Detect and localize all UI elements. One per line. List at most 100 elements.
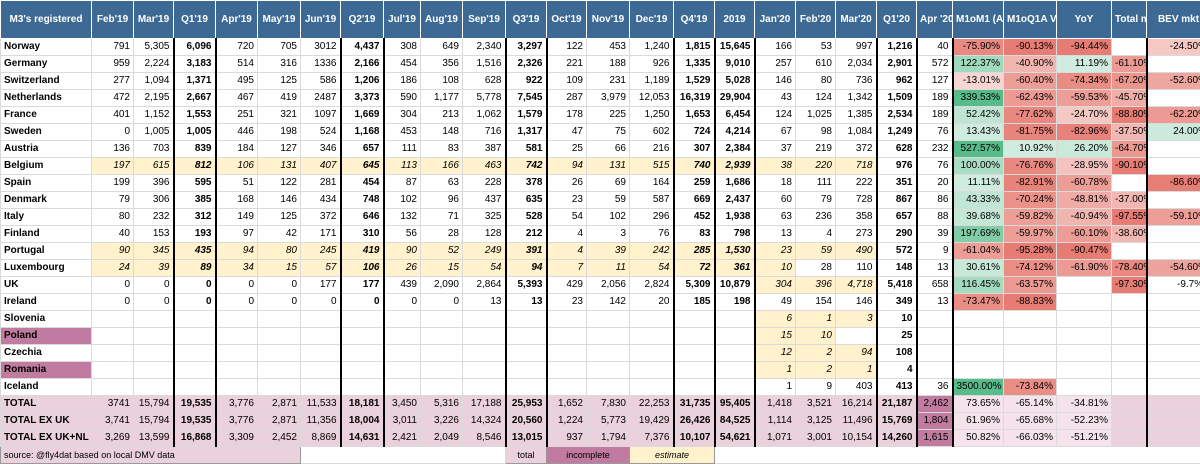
table-cell[interactable]: -95.28%	[1004, 243, 1057, 260]
table-cell[interactable]: 2	[796, 345, 836, 362]
column-header[interactable]: Q4'19	[674, 1, 715, 39]
table-cell[interactable]: 178	[547, 107, 587, 124]
table-cell[interactable]: 257	[755, 56, 796, 73]
table-cell[interactable]: 312	[174, 209, 216, 226]
table-cell[interactable]	[421, 328, 463, 345]
table-cell[interactable]: 11.11%	[953, 175, 1004, 192]
table-cell[interactable]: 401	[92, 107, 134, 124]
table-cell[interactable]: -59.10%	[1147, 209, 1200, 226]
table-cell[interactable]: -62.43%	[1004, 90, 1057, 107]
table-cell[interactable]: 437	[463, 192, 506, 209]
table-cell[interactable]: 2,871	[258, 413, 301, 430]
table-cell[interactable]: 189	[917, 90, 953, 107]
table-cell[interactable]: 15,645	[715, 39, 755, 56]
table-cell[interactable]: 193	[174, 226, 216, 243]
table-cell[interactable]: 154	[796, 294, 836, 311]
table-cell[interactable]: -9.7%*	[1147, 277, 1200, 294]
column-header[interactable]: Feb'20	[796, 1, 836, 39]
table-cell[interactable]: 59	[796, 243, 836, 260]
table-cell[interactable]: 0	[301, 294, 341, 311]
table-cell[interactable]: 2,667	[174, 90, 216, 107]
table-cell[interactable]: 528	[506, 209, 547, 226]
table-cell[interactable]: 13,015	[506, 430, 547, 447]
table-cell[interactable]: 413	[877, 379, 917, 396]
table-cell[interactable]: 231	[587, 73, 630, 90]
table-cell[interactable]: 1336	[301, 56, 341, 73]
table-cell[interactable]: 14,260	[877, 430, 917, 447]
table-cell[interactable]	[1147, 141, 1200, 158]
column-header[interactable]: Jul'19	[384, 1, 421, 39]
table-cell[interactable]: 0	[134, 294, 174, 311]
table-cell[interactable]: 10	[796, 328, 836, 345]
table-cell[interactable]: 111	[796, 175, 836, 192]
column-header[interactable]: Q3'19	[506, 1, 547, 39]
table-cell[interactable]: 83	[674, 226, 715, 243]
table-cell[interactable]: 136	[92, 141, 134, 158]
table-cell[interactable]: 128	[463, 226, 506, 243]
table-cell[interactable]	[216, 362, 258, 379]
table-cell[interactable]: 189	[917, 107, 953, 124]
table-cell[interactable]: 60	[755, 192, 796, 209]
table-cell[interactable]	[421, 362, 463, 379]
table-cell[interactable]	[92, 379, 134, 396]
table-cell[interactable]: 16,214	[836, 396, 877, 413]
table-cell[interactable]: 31,735	[674, 396, 715, 413]
table-cell[interactable]: 29,904	[715, 90, 755, 107]
table-cell[interactable]: 10	[877, 311, 917, 328]
table-cell[interactable]	[547, 328, 587, 345]
table-cell[interactable]	[1147, 294, 1200, 311]
table-cell[interactable]: 524	[301, 124, 341, 141]
table-cell[interactable]: -94.44%	[1057, 39, 1112, 56]
table-cell[interactable]: 736	[836, 73, 877, 90]
table-cell[interactable]: 6,454	[715, 107, 755, 124]
table-cell[interactable]: 90	[92, 243, 134, 260]
table-cell[interactable]	[92, 362, 134, 379]
table-cell[interactable]: 34	[216, 260, 258, 277]
table-cell[interactable]: 1,216	[877, 39, 917, 56]
table-cell[interactable]: 1,317	[506, 124, 547, 141]
table-cell[interactable]: 171	[301, 226, 341, 243]
table-cell[interactable]	[506, 379, 547, 396]
table-cell[interactable]: 1,189	[630, 73, 674, 90]
table-cell[interactable]: -38.60%	[1112, 226, 1147, 243]
table-cell[interactable]: 5,309	[674, 277, 715, 294]
table-cell[interactable]	[917, 328, 953, 345]
table-cell[interactable]: 2,437	[715, 192, 755, 209]
table-cell[interactable]: 0	[92, 124, 134, 141]
table-cell[interactable]: 21,187	[877, 396, 917, 413]
table-cell[interactable]: 13,599	[134, 430, 174, 447]
table-cell[interactable]: 15,769	[877, 413, 917, 430]
table-cell[interactable]: 2,939	[715, 158, 755, 175]
table-cell[interactable]: 146	[258, 192, 301, 209]
table-cell[interactable]: -88.83%	[1004, 294, 1057, 311]
table-cell[interactable]: 100.00%	[953, 158, 1004, 175]
table-cell[interactable]: 57	[301, 260, 341, 277]
table-cell[interactable]: 1,342	[836, 90, 877, 107]
table-cell[interactable]	[953, 328, 1004, 345]
table-cell[interactable]	[674, 379, 715, 396]
table-cell[interactable]	[674, 345, 715, 362]
table-cell[interactable]: 453	[384, 124, 421, 141]
table-cell[interactable]: 50.82%	[953, 430, 1004, 447]
table-cell[interactable]	[630, 379, 674, 396]
table-cell[interactable]	[506, 345, 547, 362]
table-cell[interactable]: 72	[674, 260, 715, 277]
table-cell[interactable]	[92, 328, 134, 345]
table-cell[interactable]: -75.90%	[953, 39, 1004, 56]
table-cell[interactable]: 3	[587, 226, 630, 243]
table-cell[interactable]: 514	[216, 56, 258, 73]
table-cell[interactable]: 148	[421, 124, 463, 141]
table-cell[interactable]	[1112, 294, 1147, 311]
table-cell[interactable]: 740	[674, 158, 715, 175]
table-cell[interactable]	[463, 328, 506, 345]
header-title[interactable]: M3's registered	[1, 1, 92, 39]
table-cell[interactable]	[134, 328, 174, 345]
table-cell[interactable]: 356	[421, 56, 463, 73]
table-cell[interactable]: 645	[341, 158, 384, 175]
table-cell[interactable]: 94	[547, 158, 587, 175]
table-cell[interactable]: 296	[630, 209, 674, 226]
table-cell[interactable]: 490	[836, 243, 877, 260]
table-cell[interactable]: 1,071	[755, 430, 796, 447]
table-cell[interactable]: 2,864	[463, 277, 506, 294]
table-cell[interactable]: 1,114	[755, 413, 796, 430]
